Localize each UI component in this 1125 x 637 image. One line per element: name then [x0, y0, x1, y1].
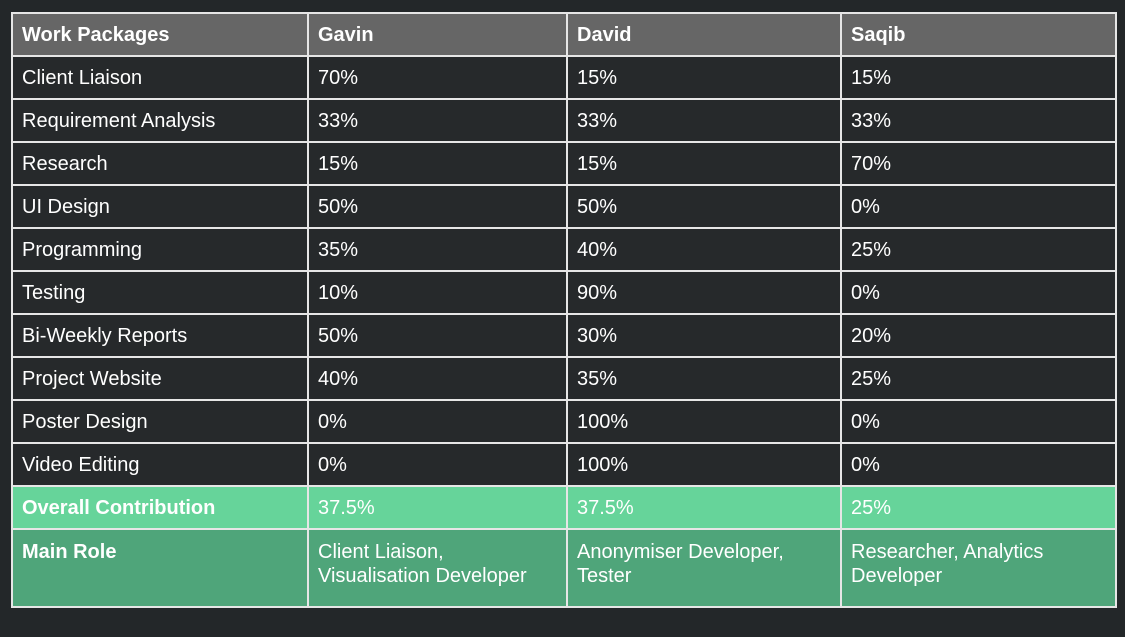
header-row: Work Packages Gavin David Saqib — [11, 12, 1117, 57]
saqib-share-cell: 20% — [840, 313, 1117, 358]
work-package-cell: Project Website — [11, 356, 309, 401]
saqib-share-cell: 33% — [840, 98, 1117, 143]
table-row: Programming 35% 40% 25% — [11, 227, 1117, 272]
work-package-contribution-table: Work Packages Gavin David Saqib Client L… — [11, 12, 1117, 608]
saqib-overall-cell: 25% — [840, 485, 1117, 530]
gavin-share-cell: 33% — [307, 98, 568, 143]
main-role-row: Main Role Client Liaison, Visualisation … — [11, 528, 1117, 608]
saqib-share-cell: 25% — [840, 227, 1117, 272]
gavin-share-cell: 35% — [307, 227, 568, 272]
table-row: UI Design 50% 50% 0% — [11, 184, 1117, 229]
david-share-cell: 33% — [566, 98, 842, 143]
table-row: Project Website 40% 35% 25% — [11, 356, 1117, 401]
david-share-cell: 35% — [566, 356, 842, 401]
saqib-share-cell: 0% — [840, 399, 1117, 444]
gavin-overall-cell: 37.5% — [307, 485, 568, 530]
gavin-share-cell: 40% — [307, 356, 568, 401]
gavin-share-cell: 50% — [307, 313, 568, 358]
david-share-cell: 100% — [566, 399, 842, 444]
saqib-share-cell: 0% — [840, 270, 1117, 315]
table-row: Poster Design 0% 100% 0% — [11, 399, 1117, 444]
table-row: Video Editing 0% 100% 0% — [11, 442, 1117, 487]
main-role-label: Main Role — [11, 528, 309, 608]
gavin-share-cell: 50% — [307, 184, 568, 229]
work-package-cell: Programming — [11, 227, 309, 272]
saqib-share-cell: 70% — [840, 141, 1117, 186]
david-share-cell: 30% — [566, 313, 842, 358]
work-package-cell: Bi-Weekly Reports — [11, 313, 309, 358]
david-share-cell: 15% — [566, 55, 842, 100]
david-share-cell: 100% — [566, 442, 842, 487]
david-role-cell: Anonymiser Developer, Tester — [566, 528, 842, 608]
overall-contribution-label: Overall Contribution — [11, 485, 309, 530]
overall-contribution-row: Overall Contribution 37.5% 37.5% 25% — [11, 485, 1117, 530]
table-row: Client Liaison 70% 15% 15% — [11, 55, 1117, 100]
saqib-role-cell: Researcher, Analytics Developer — [840, 528, 1117, 608]
saqib-share-cell: 0% — [840, 442, 1117, 487]
saqib-share-cell: 15% — [840, 55, 1117, 100]
david-share-cell: 15% — [566, 141, 842, 186]
table-row: Bi-Weekly Reports 50% 30% 20% — [11, 313, 1117, 358]
gavin-share-cell: 0% — [307, 399, 568, 444]
gavin-share-cell: 70% — [307, 55, 568, 100]
saqib-share-cell: 0% — [840, 184, 1117, 229]
work-package-cell: Video Editing — [11, 442, 309, 487]
table-row: Research 15% 15% 70% — [11, 141, 1117, 186]
david-share-cell: 90% — [566, 270, 842, 315]
header-david: David — [566, 12, 842, 57]
work-package-cell: Research — [11, 141, 309, 186]
gavin-share-cell: 0% — [307, 442, 568, 487]
header-gavin: Gavin — [307, 12, 568, 57]
gavin-share-cell: 10% — [307, 270, 568, 315]
header-saqib: Saqib — [840, 12, 1117, 57]
work-package-cell: Poster Design — [11, 399, 309, 444]
gavin-share-cell: 15% — [307, 141, 568, 186]
header-work-packages: Work Packages — [11, 12, 309, 57]
work-package-cell: Client Liaison — [11, 55, 309, 100]
gavin-role-cell: Client Liaison, Visualisation Developer — [307, 528, 568, 608]
david-share-cell: 50% — [566, 184, 842, 229]
saqib-share-cell: 25% — [840, 356, 1117, 401]
table-row: Testing 10% 90% 0% — [11, 270, 1117, 315]
david-overall-cell: 37.5% — [566, 485, 842, 530]
work-package-cell: Testing — [11, 270, 309, 315]
work-package-cell: Requirement Analysis — [11, 98, 309, 143]
table-row: Requirement Analysis 33% 33% 33% — [11, 98, 1117, 143]
work-package-cell: UI Design — [11, 184, 309, 229]
david-share-cell: 40% — [566, 227, 842, 272]
